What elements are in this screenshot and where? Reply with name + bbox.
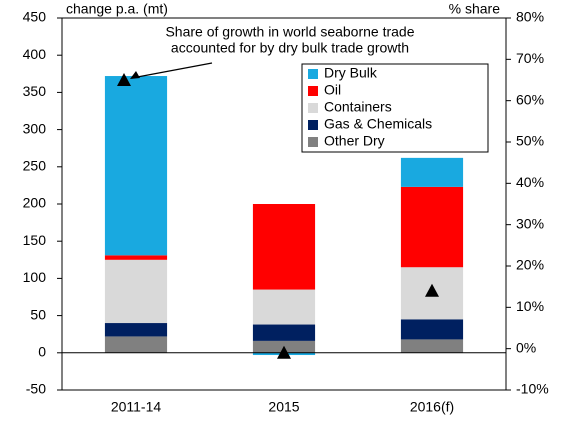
bar-segment <box>104 76 168 256</box>
x-tick-label: 2016(f) <box>410 399 454 415</box>
y-tick-label: 350 <box>23 83 47 99</box>
y2-tick-label: 10% <box>516 298 544 314</box>
share-marker <box>277 345 291 359</box>
y-tick-label: 300 <box>23 120 47 136</box>
legend-label: Containers <box>324 99 392 115</box>
x-tick-label: 2015 <box>268 399 299 415</box>
legend-swatch <box>308 103 318 113</box>
legend-label: Dry Bulk <box>324 65 378 81</box>
bar-segment <box>400 319 464 340</box>
annotation-arrow <box>131 62 213 79</box>
y-tick-label: -50 <box>26 381 46 397</box>
legend-swatch <box>308 137 318 147</box>
x-tick-label: 2011-14 <box>111 399 162 415</box>
y-tick-label: 250 <box>23 158 47 174</box>
y2-tick-label: 50% <box>516 133 544 149</box>
y-tick-label: 50 <box>30 306 46 322</box>
y-tick-label: 450 <box>23 9 47 25</box>
bar-segment <box>400 186 464 268</box>
y2-tick-label: -10% <box>516 381 549 397</box>
bar-segment <box>104 336 168 353</box>
legend-swatch <box>308 120 318 130</box>
annotation: Share of growth in world seaborne trade <box>165 24 414 40</box>
arrow-head <box>130 71 140 79</box>
y2-tick-label: 40% <box>516 174 544 190</box>
bar-segment <box>400 157 464 187</box>
y2-tick-label: 70% <box>516 50 544 66</box>
y-axis-label: change p.a. (mt) <box>66 1 168 17</box>
y-tick-label: 150 <box>23 232 47 248</box>
y-tick-label: 0 <box>38 344 46 360</box>
plot-frame <box>61 17 507 391</box>
y2-tick-label: 60% <box>516 91 544 107</box>
bar-segment <box>104 259 168 324</box>
share-marker <box>425 283 439 297</box>
legend-box <box>301 63 489 153</box>
y2-tick-label: 80% <box>516 9 544 25</box>
legend-label: Gas & Chemicals <box>324 116 432 132</box>
y-tick-label: 200 <box>23 195 47 211</box>
y2-axis-label: % share <box>449 1 501 17</box>
bar-segment <box>104 323 168 337</box>
legend-label: Other Dry <box>324 133 385 149</box>
y-tick-label: 100 <box>23 269 47 285</box>
bar-segment <box>252 289 316 325</box>
y2-tick-label: 20% <box>516 257 544 273</box>
legend-swatch <box>308 69 318 79</box>
y2-tick-label: 30% <box>516 215 544 231</box>
bar-segment <box>400 339 464 353</box>
bar-segment <box>252 204 316 290</box>
bar-segment <box>252 324 316 341</box>
share-marker <box>117 73 131 86</box>
y-tick-label: 400 <box>23 46 47 62</box>
legend-swatch <box>308 86 318 96</box>
bar-segment <box>104 255 168 260</box>
annotation: accounted for by dry bulk trade growth <box>171 40 409 56</box>
y2-tick-label: 0% <box>516 339 536 355</box>
legend-label: Oil <box>324 82 341 98</box>
